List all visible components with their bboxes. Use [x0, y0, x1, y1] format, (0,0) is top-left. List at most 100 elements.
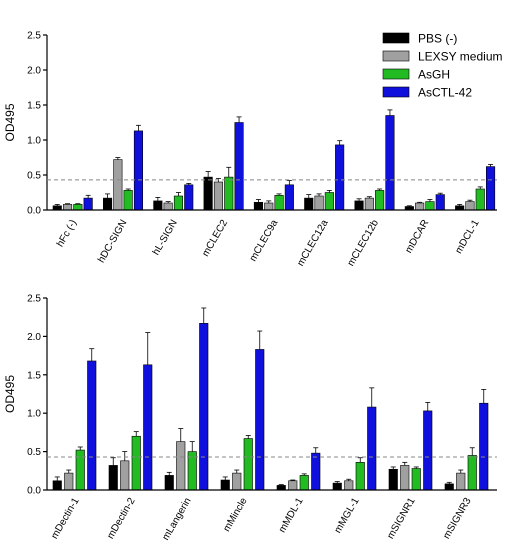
bar [288, 480, 298, 491]
y-tick-label: 2.0 [27, 332, 41, 343]
y-tick-label: 0.0 [27, 206, 41, 217]
bar [423, 410, 433, 491]
bar [203, 176, 213, 211]
bar [73, 204, 83, 211]
bar [164, 475, 174, 491]
legend-swatch [382, 50, 410, 62]
legend-swatch [382, 86, 410, 98]
x-tick-label: mDCAR [403, 218, 431, 255]
x-tick-label: mLangerin [160, 496, 193, 542]
y-axis-label: OD495 [3, 375, 17, 413]
bar [123, 190, 133, 211]
legend-label: PBS (-) [418, 32, 457, 46]
bar [299, 475, 309, 491]
x-tick-label: mMGL-1 [333, 496, 362, 536]
bar [284, 184, 294, 211]
bar [232, 472, 242, 491]
x-tick-label: mMDL-1 [277, 496, 306, 535]
bar [87, 360, 97, 491]
bar [143, 364, 153, 491]
y-tick-label: 1.0 [27, 409, 41, 420]
y-tick-label: 1.5 [27, 101, 41, 112]
bar [176, 441, 186, 491]
x-tick-label: mCLEC12a [295, 218, 331, 269]
x-tick-label: mSIGNR3 [441, 496, 474, 541]
y-tick-label: 0.5 [27, 447, 41, 458]
bar [367, 406, 377, 491]
bar [213, 181, 223, 211]
y-tick-label: 2.5 [27, 294, 41, 305]
x-tick-label: mDCL-1 [453, 218, 481, 256]
bar [113, 159, 123, 211]
legend-label: LEXSY medium [418, 50, 503, 64]
bar [479, 402, 489, 491]
bar [199, 323, 209, 491]
legend-label: AsGH [418, 68, 450, 82]
bar [220, 479, 230, 491]
bar [234, 122, 244, 211]
bar [274, 195, 284, 211]
bar [264, 202, 274, 211]
bar [120, 460, 130, 491]
bar [435, 194, 445, 211]
x-tick-label: mSIGNR1 [385, 496, 418, 541]
bar [444, 483, 454, 491]
bar [335, 144, 345, 211]
bar [243, 438, 253, 491]
bar [324, 192, 334, 211]
x-tick-label: mCLEC12b [346, 218, 382, 269]
bar [465, 201, 475, 211]
bar [385, 115, 395, 211]
bar [425, 201, 435, 211]
bar [475, 188, 485, 211]
y-tick-label: 1.0 [27, 136, 41, 147]
bar [456, 472, 466, 491]
bar [133, 130, 143, 211]
x-tick-label: hFc (-) [55, 218, 79, 249]
legend: PBS (-) LEXSY medium AsGH AsCTL-42 [382, 32, 503, 100]
bar [103, 197, 113, 211]
bar [52, 205, 62, 211]
bar [184, 184, 194, 211]
bar [411, 468, 421, 491]
bar [153, 200, 163, 211]
y-axis-label: OD495 [3, 103, 17, 141]
panel-top-chart: 0.0 0.5 1.0 1.5 2.0 2.5 OD495 hFc (-) hDC-SIGN hL… [3, 31, 497, 269]
bar [304, 197, 314, 211]
bar [255, 349, 265, 491]
bar [355, 462, 365, 491]
bar [388, 468, 398, 491]
bar [62, 204, 73, 211]
y-tick-label: 0.0 [27, 486, 41, 497]
x-tick-label: mDectin-1 [49, 496, 82, 541]
bar [485, 166, 496, 211]
bar [52, 480, 62, 491]
x-tick-label: mCLEC2 [200, 218, 230, 259]
x-tick-label: hL-SIGN [151, 218, 180, 257]
bar [375, 190, 385, 211]
bar [314, 195, 324, 211]
bar [75, 449, 85, 491]
y-tick-label: 2.5 [27, 31, 41, 42]
legend-swatch [382, 68, 410, 80]
bar [332, 482, 342, 491]
bar [467, 455, 477, 491]
bar [163, 202, 173, 211]
bar [354, 200, 364, 211]
y-tick-label: 2.0 [27, 66, 41, 77]
bar [276, 485, 286, 491]
legend-swatch [382, 32, 410, 44]
bar [64, 472, 74, 491]
bar [415, 202, 425, 211]
bar [173, 195, 183, 211]
x-tick-label: mMincle [221, 496, 249, 534]
y-tick-label: 0.5 [27, 171, 41, 182]
legend-label: AsCTL-42 [418, 86, 472, 100]
bar [311, 452, 321, 491]
x-tick-label: mDectin-2 [105, 496, 138, 541]
panel-bottom-chart: 0.0 0.5 1.0 1.5 2.0 2.5 OD495 mDectin-1 mDectin-… [3, 294, 497, 542]
bar [224, 176, 234, 211]
x-tick-label: mCLEC9a [248, 218, 281, 264]
bar [344, 480, 354, 491]
